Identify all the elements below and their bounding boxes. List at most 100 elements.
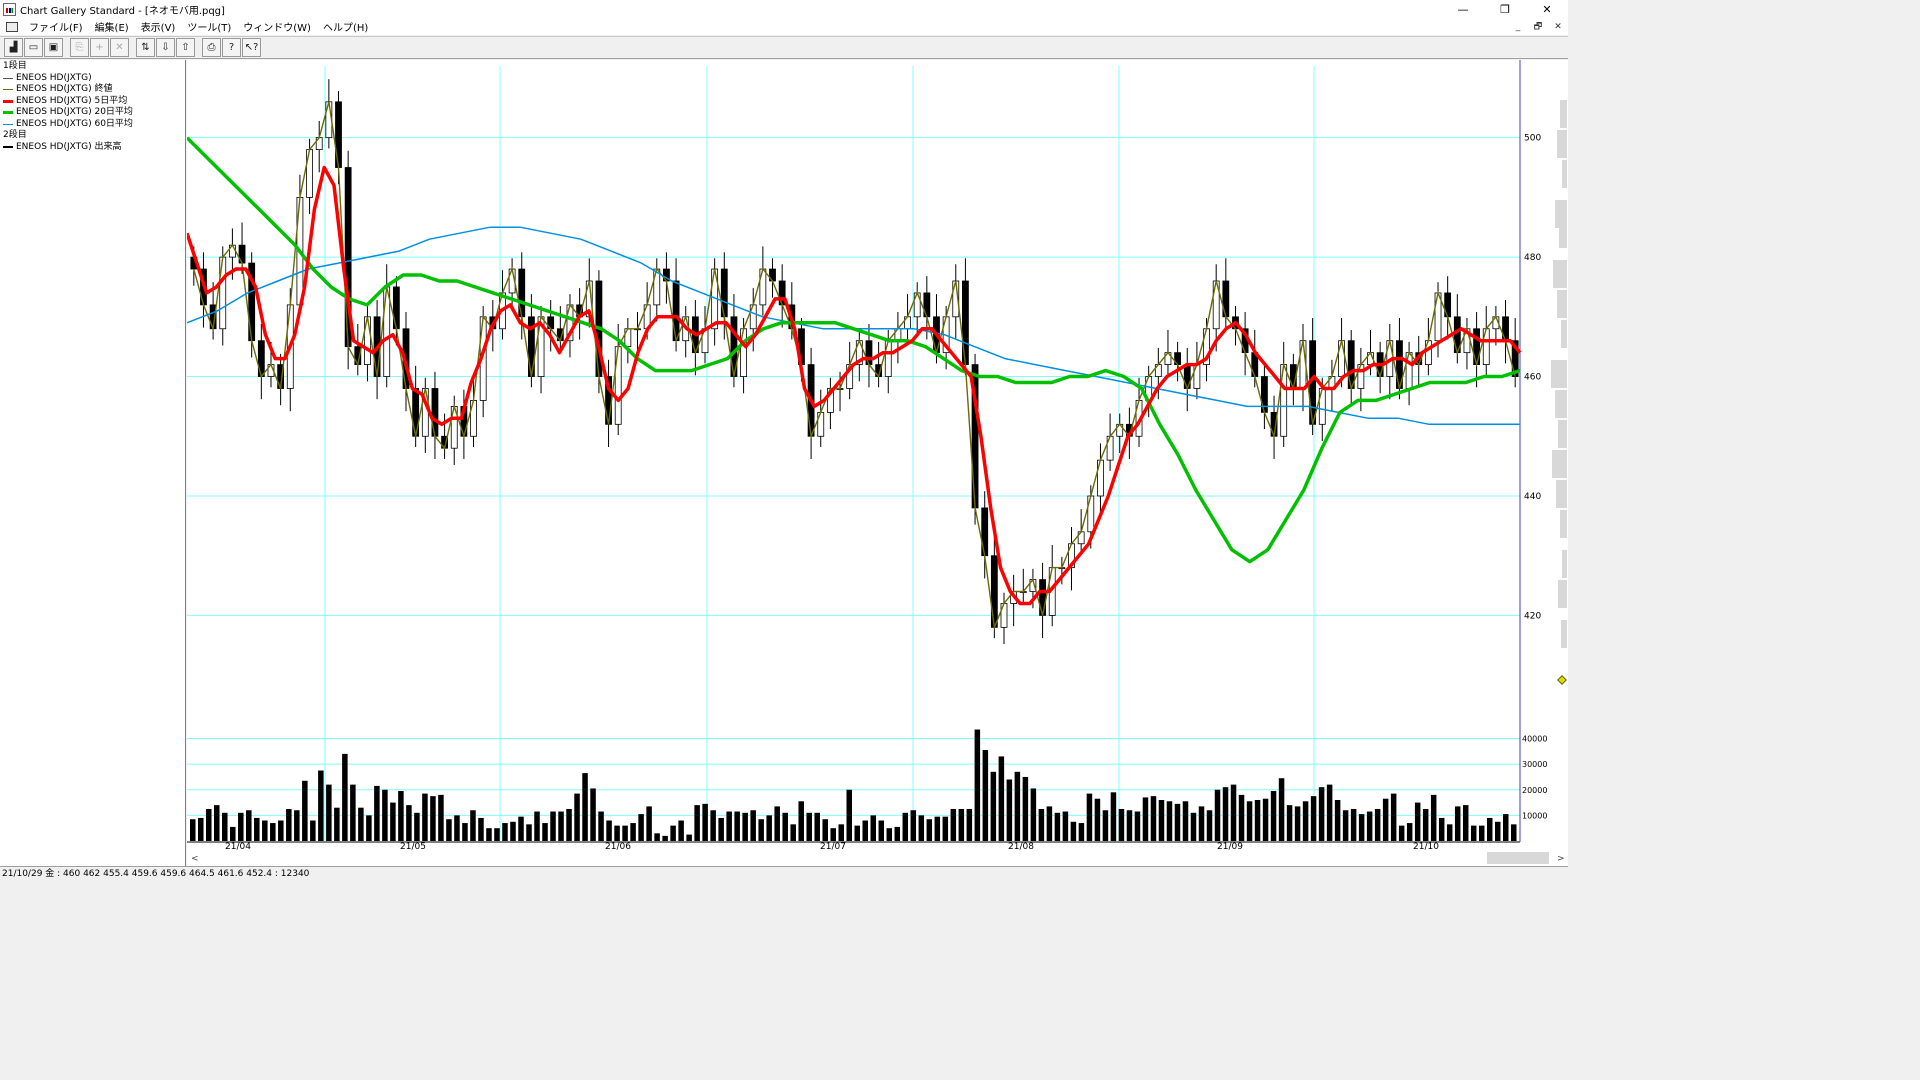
volume-bar[interactable] [1174, 803, 1181, 841]
volume-bar[interactable] [1342, 810, 1349, 841]
volume-bar[interactable] [742, 812, 748, 841]
volume-bar[interactable] [1030, 788, 1037, 841]
volume-bar[interactable] [1454, 806, 1461, 841]
volume-bar[interactable] [686, 834, 692, 841]
volume-bar[interactable] [1382, 798, 1389, 841]
volume-bar[interactable] [926, 819, 933, 841]
volume-bar[interactable] [630, 823, 636, 841]
volume-bar[interactable] [598, 811, 604, 841]
legend-item-volume[interactable]: ENEOS HD(JXTG) 出来高 [3, 142, 182, 154]
volume-bar[interactable] [1038, 808, 1045, 841]
volume-bar[interactable] [670, 825, 676, 841]
volume-bar[interactable] [206, 808, 212, 841]
volume-bar[interactable] [646, 806, 652, 841]
volume-bar[interactable] [902, 812, 909, 841]
volume-bar[interactable] [190, 819, 196, 841]
volume-bar[interactable] [1318, 787, 1325, 841]
volume-bar[interactable] [782, 812, 788, 841]
menu-window[interactable]: ウィンドウ(W) [243, 23, 311, 34]
volume-bar[interactable] [1462, 805, 1469, 841]
volume-bar[interactable] [1118, 808, 1125, 841]
legend-item-ma60[interactable]: ENEOS HD(JXTG) 60日平均 [3, 119, 182, 131]
doc-close-button[interactable]: ✕ [1554, 21, 1562, 32]
volume-bar[interactable] [1086, 793, 1093, 841]
volume-bar[interactable] [342, 753, 348, 841]
volume-bar[interactable] [278, 820, 284, 842]
volume-bar[interactable] [214, 805, 220, 841]
volume-bar[interactable] [1254, 800, 1261, 841]
volume-bar[interactable] [438, 794, 444, 841]
volume-bar[interactable] [830, 828, 836, 841]
volume-bar[interactable] [262, 820, 268, 842]
volume-bar[interactable] [414, 812, 420, 841]
volume-bar[interactable] [1358, 814, 1365, 841]
help-button[interactable]: ? [222, 38, 241, 57]
volume-bar[interactable] [1470, 825, 1477, 841]
close-button[interactable]: ✕ [1542, 2, 1552, 16]
legend-item-ma5[interactable]: ENEOS HD(JXTG) 5日平均 [3, 96, 182, 108]
volume-bar[interactable] [1094, 798, 1101, 841]
price-volume-chart[interactable]: 420 440 460 480 500 10000 20000 30000 40000 21/04… [187, 60, 1568, 866]
volume-bar[interactable] [222, 812, 228, 841]
volume-bar[interactable] [1294, 806, 1301, 841]
volume-bar[interactable] [510, 821, 516, 841]
volume-bar[interactable] [422, 793, 428, 841]
volume-bar[interactable] [1246, 801, 1253, 841]
volume-bar[interactable] [398, 791, 404, 841]
volume-bar[interactable] [702, 803, 708, 841]
volume-bar[interactable] [406, 805, 412, 841]
add-button[interactable]: + [90, 38, 109, 57]
volume-bar[interactable] [534, 811, 540, 841]
volume-bar[interactable] [846, 789, 852, 841]
volume-bar[interactable] [870, 815, 877, 841]
volume-bar[interactable] [454, 815, 460, 841]
volume-bar[interactable] [1446, 824, 1453, 841]
volume-bar[interactable] [654, 833, 660, 841]
volume-bar[interactable] [1486, 817, 1493, 841]
volume-bar[interactable] [1334, 800, 1341, 841]
menu-help[interactable]: ヘルプ(H) [322, 23, 369, 34]
volume-bar[interactable] [1062, 811, 1069, 841]
volume-bar[interactable] [382, 789, 388, 841]
legend-item-close[interactable]: ENEOS HD(JXTG) 終値 [3, 84, 182, 96]
volume-bar[interactable] [1398, 825, 1405, 841]
volume-bar[interactable] [390, 802, 396, 841]
doc-minimize-button[interactable]: _ [1515, 21, 1521, 32]
volume-bar[interactable] [1478, 825, 1485, 841]
volume-bar[interactable] [982, 750, 989, 841]
volume-bar[interactable] [254, 817, 260, 841]
volume-bar[interactable] [590, 788, 596, 841]
restore-button[interactable]: ❐ [1500, 2, 1510, 16]
volume-bar[interactable] [462, 823, 468, 841]
volume-bar[interactable] [350, 784, 356, 841]
volume-bar[interactable] [950, 808, 957, 841]
volume-bar[interactable] [678, 820, 684, 842]
volume-bar[interactable] [790, 824, 796, 841]
volume-bar[interactable] [734, 811, 740, 841]
volume-bar[interactable] [766, 815, 772, 841]
volume-bar[interactable] [238, 812, 244, 841]
volume-bar[interactable] [1166, 801, 1173, 841]
volume-bar[interactable] [878, 820, 885, 842]
volume-bar[interactable] [1366, 811, 1373, 841]
volume-bar[interactable] [1422, 808, 1429, 841]
volume-bar[interactable] [1406, 823, 1413, 841]
volume-bar[interactable] [1014, 771, 1021, 841]
volume-bar[interactable] [966, 808, 973, 841]
volume-bar[interactable] [1022, 776, 1029, 841]
volume-bar[interactable] [606, 820, 612, 842]
menu-view[interactable]: 表示(V) [140, 23, 176, 34]
volume-bar[interactable] [1230, 784, 1237, 841]
volume-bar[interactable] [694, 805, 700, 841]
document-icon[interactable] [6, 21, 18, 32]
volume-bar[interactable] [1350, 808, 1357, 841]
volume-bar[interactable] [318, 770, 324, 841]
volume-bar[interactable] [726, 811, 732, 841]
volume-bar[interactable] [918, 815, 925, 841]
volume-bar[interactable] [246, 810, 252, 841]
volume-bar[interactable] [518, 816, 524, 841]
scroll-left-icon[interactable]: < [191, 854, 199, 864]
volume-bar[interactable] [1270, 791, 1277, 841]
volume-bar[interactable] [1238, 794, 1245, 841]
volume-bar[interactable] [886, 828, 893, 841]
